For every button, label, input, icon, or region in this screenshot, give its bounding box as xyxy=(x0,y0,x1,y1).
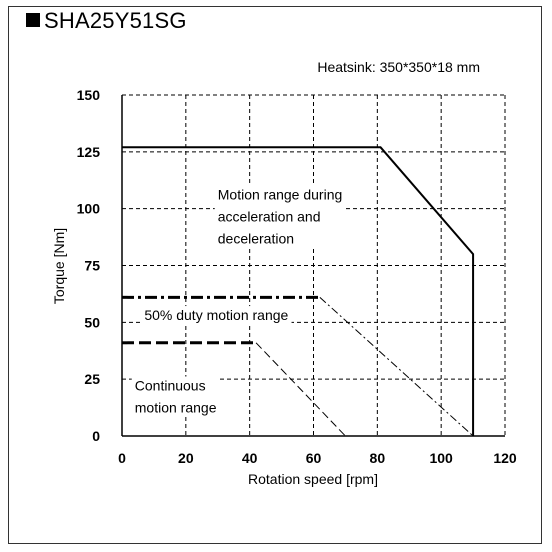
annotation-background xyxy=(214,185,346,248)
series-dash-dot-thin xyxy=(319,296,474,437)
x-axis-label: Rotation speed [rpm] xyxy=(248,471,378,487)
x-tick-label: 0 xyxy=(118,450,126,466)
x-tick-label: 120 xyxy=(493,450,517,466)
data-series xyxy=(122,146,475,437)
annotation-line: Continuous xyxy=(135,378,206,394)
y-tick-labels: 0 25 50 75 100 125 150 xyxy=(77,87,101,444)
annotation-background xyxy=(131,376,220,417)
series-dashed-thin xyxy=(255,342,346,437)
x-tick-label: 20 xyxy=(178,450,194,466)
annotation-line: Motion range during xyxy=(218,187,343,203)
y-axis-label: Torque [Nm] xyxy=(51,228,67,304)
y-tick-label: 0 xyxy=(92,428,100,444)
y-tick-label: 150 xyxy=(77,87,101,103)
annotation-text: 50% duty motion range xyxy=(144,307,288,323)
annotation-text: Continuous motion range xyxy=(135,378,217,416)
chart-frame xyxy=(8,6,542,544)
annotations: Motion range during acceleration and decel… xyxy=(131,185,346,417)
plot-axes xyxy=(121,95,505,437)
annotation-background xyxy=(141,306,292,325)
annotation-line: 50% duty motion range xyxy=(144,307,288,323)
y-tick-label: 125 xyxy=(77,144,101,160)
annotation-line: acceleration and xyxy=(218,209,321,225)
y-tick-label: 25 xyxy=(84,371,100,387)
x-tick-labels: 0 20 40 60 80 100 120 xyxy=(118,450,517,466)
x-tick-label: 80 xyxy=(370,450,386,466)
series-solid xyxy=(122,146,475,436)
annotation-line: deceleration xyxy=(218,231,294,247)
chart-title-text: SHA25Y51SG xyxy=(44,8,187,33)
square-bullet-icon xyxy=(26,13,40,27)
y-tick-label: 100 xyxy=(77,201,101,217)
x-tick-label: 40 xyxy=(242,450,258,466)
heatsink-note: Heatsink: 350*350*18 mm xyxy=(317,59,480,75)
x-tick-label: 100 xyxy=(429,450,453,466)
y-tick-label: 50 xyxy=(84,314,100,330)
chart-title: SHA25Y51SG xyxy=(26,8,187,34)
annotation-line: motion range xyxy=(135,400,217,416)
annotation-text: Motion range during acceleration and decel… xyxy=(218,187,343,247)
y-tick-label: 75 xyxy=(84,258,100,274)
x-tick-label: 60 xyxy=(306,450,322,466)
